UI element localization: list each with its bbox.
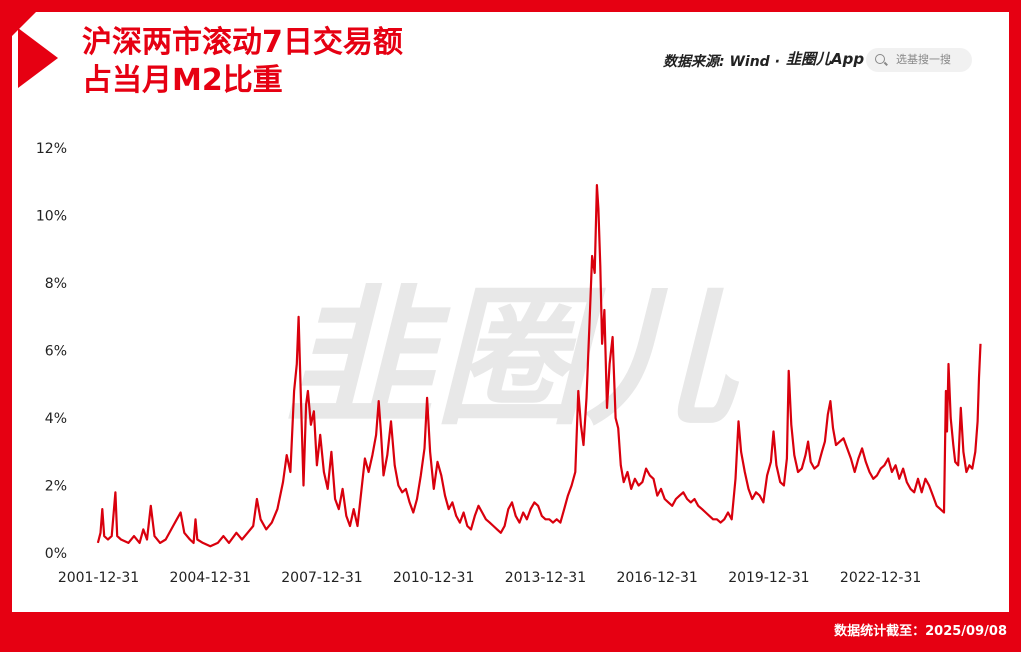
search-icon [875, 54, 885, 64]
series-line [96, 184, 982, 548]
x-tick-label: 2010-12-31 [393, 570, 474, 586]
watermark: 韭圈儿 [285, 272, 740, 446]
chart-title: 沪深两市滚动7日交易额 占当月M2比重 [82, 24, 403, 100]
title-line-1: 沪深两市滚动7日交易额 [82, 25, 403, 60]
x-tick-label: 2007-12-31 [281, 570, 362, 586]
x-tick-label: 2013-12-31 [505, 570, 586, 586]
y-tick-label: 8% [45, 276, 67, 292]
y-axis: 0% 2% 4% 6% 8% 10% 12% [36, 141, 67, 562]
y-tick-label: 4% [45, 411, 67, 427]
x-tick-label: 2022-12-31 [840, 570, 921, 586]
series-group [96, 184, 982, 548]
y-tick-label: 0% [45, 546, 67, 562]
x-tick-label: 2004-12-31 [170, 570, 251, 586]
chart-panel [12, 12, 1009, 612]
x-tick-label: 2016-12-31 [616, 570, 697, 586]
title-arrow-icon [18, 28, 58, 88]
app-logo: 韭圈儿App [786, 50, 865, 68]
y-tick-label: 2% [45, 479, 67, 495]
data-source: 数据来源: Wind · [663, 54, 780, 70]
x-axis: 2001-12-31 2004-12-31 2007-12-31 2010-12-31… [58, 570, 921, 586]
search-box[interactable]: 选基搜一搜 [866, 48, 972, 72]
x-tick-label: 2001-12-31 [58, 570, 139, 586]
stat-date: 数据统计截至：2025/09/08 [834, 624, 1007, 639]
y-tick-label: 6% [45, 344, 67, 360]
y-tick-label: 12% [36, 141, 67, 157]
y-tick-label: 10% [36, 209, 67, 225]
title-line-2: 占当月M2比重 [82, 63, 283, 98]
x-tick-label: 2019-12-31 [728, 570, 809, 586]
search-placeholder: 选基搜一搜 [896, 53, 951, 66]
